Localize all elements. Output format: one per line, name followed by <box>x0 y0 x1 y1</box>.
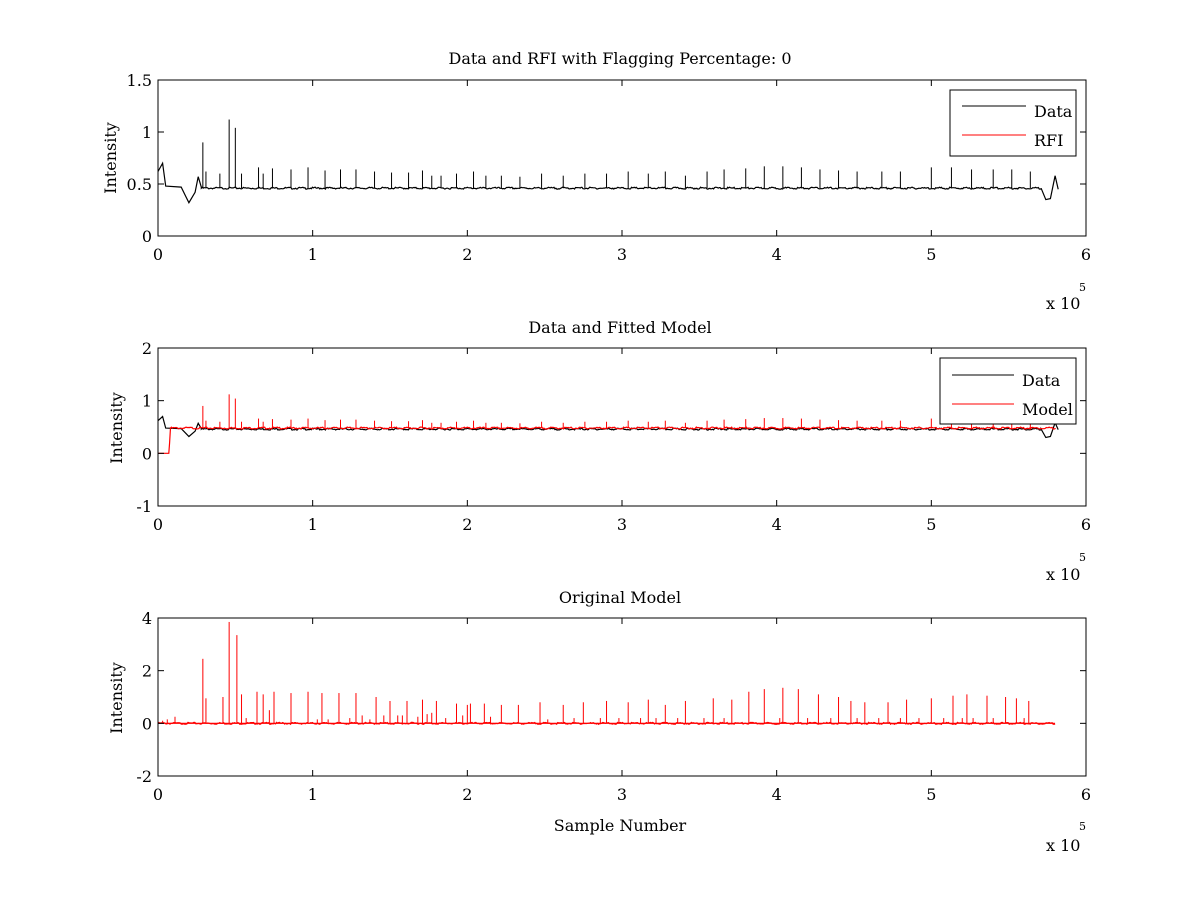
legend: Data RFI <box>949 89 1077 157</box>
y-axis-label: Intensity <box>101 122 120 194</box>
x-exponent-power: 5 <box>1079 820 1086 833</box>
x-tick-label: 1 <box>308 245 318 264</box>
x-exponent-base: x 10 <box>1046 294 1080 313</box>
x-tick-label: 6 <box>1081 245 1091 264</box>
x-tick-label: 3 <box>617 245 627 264</box>
y-axis-label: Intensity <box>107 392 126 464</box>
series-layer <box>157 119 1059 204</box>
series-layer <box>157 621 1056 726</box>
y-tick-label: 1 <box>142 123 152 142</box>
ticks-layer: 0 1 2 3 4 5 6 0 0.5 1 1.5 <box>127 71 1092 264</box>
x-exponent-base: x 10 <box>1046 836 1080 855</box>
x-tick-label: 3 <box>617 515 627 534</box>
x-tick-label: 5 <box>926 785 936 804</box>
plot-title: Data and Fitted Model <box>528 318 711 337</box>
x-tick-label: 6 <box>1081 515 1091 534</box>
legend-label-data: Data <box>1034 102 1073 121</box>
legend-box <box>939 357 1077 425</box>
plot-panel-rfi: Data and RFI with Flagging Percentage: 0… <box>101 49 1091 313</box>
y-tick-label: 2 <box>142 339 152 358</box>
series-layer <box>157 394 1059 454</box>
y-tick-label: -1 <box>136 497 152 516</box>
x-tick-label: 1 <box>308 515 318 534</box>
y-tick-label: -2 <box>136 767 152 786</box>
x-tick-label: 4 <box>772 785 782 804</box>
plot-title: Data and RFI with Flagging Percentage: 0 <box>448 49 791 68</box>
y-tick-label: 0 <box>142 444 152 463</box>
legend-label-data: Data <box>1022 371 1061 390</box>
y-tick-label: 1 <box>142 392 152 411</box>
y-tick-label: 0.5 <box>127 175 152 194</box>
x-tick-label: 2 <box>462 515 472 534</box>
x-axis-label: Sample Number <box>554 816 687 835</box>
y-tick-label: 1.5 <box>127 71 152 90</box>
x-tick-label: 5 <box>926 515 936 534</box>
legend-box <box>949 89 1077 157</box>
x-tick-label: 0 <box>153 785 163 804</box>
y-tick-label: 0 <box>142 714 152 733</box>
x-exponent-base: x 10 <box>1046 565 1080 584</box>
x-tick-label: 4 <box>772 245 782 264</box>
plot-title: Original Model <box>559 588 681 607</box>
x-tick-label: 0 <box>153 515 163 534</box>
x-tick-label: 1 <box>308 785 318 804</box>
x-exponent-label: x 10 5 <box>1046 820 1086 855</box>
x-exponent-label: x 10 5 <box>1046 281 1086 313</box>
x-exponent-power: 5 <box>1079 281 1086 294</box>
x-tick-label: 0 <box>153 245 163 264</box>
series-line-model <box>158 426 1056 454</box>
x-tick-label: 5 <box>926 245 936 264</box>
series-line-data <box>157 161 1059 204</box>
x-tick-label: 3 <box>617 785 627 804</box>
y-tick-label: 4 <box>142 609 152 628</box>
y-axis-label: Intensity <box>107 662 126 734</box>
x-tick-label: 2 <box>462 785 472 804</box>
x-tick-label: 2 <box>462 245 472 264</box>
x-exponent-label: x 10 5 <box>1046 551 1086 584</box>
x-tick-label: 4 <box>772 515 782 534</box>
x-tick-label: 6 <box>1081 785 1091 804</box>
y-tick-label: 2 <box>142 662 152 681</box>
legend-label-rfi: RFI <box>1034 131 1063 150</box>
x-exponent-power: 5 <box>1079 551 1086 564</box>
y-tick-label: 0 <box>142 227 152 246</box>
legend: Data Model <box>939 357 1077 425</box>
legend-label-model: Model <box>1022 400 1073 419</box>
